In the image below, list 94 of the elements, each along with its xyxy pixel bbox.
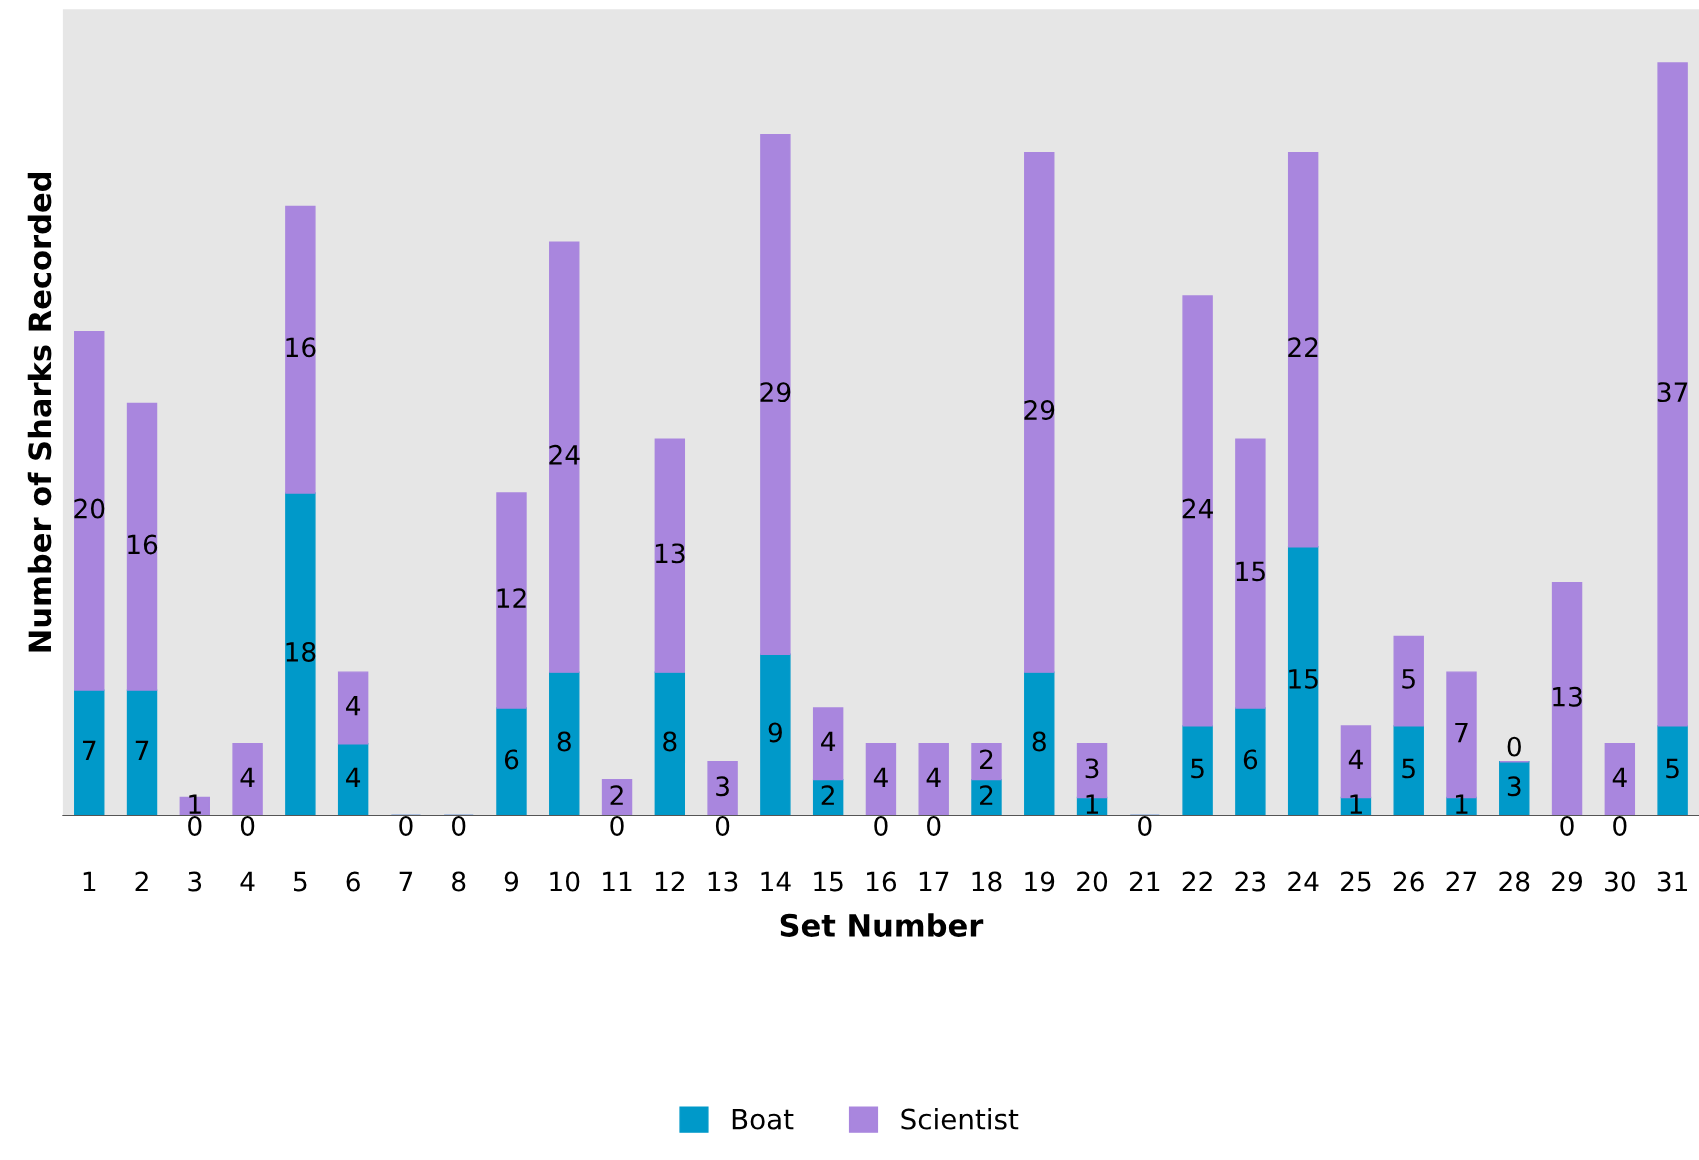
- x-tick-label: 23: [1235, 871, 1266, 892]
- x-tick-label: 11: [603, 871, 632, 892]
- x-tick-label: 20: [1077, 871, 1108, 892]
- x-tick-label: 18: [972, 871, 1002, 892]
- data-label: 24: [549, 444, 580, 465]
- data-label: 0: [1560, 815, 1574, 836]
- data-label: 1: [189, 794, 201, 814]
- x-tick-label: 21: [1129, 871, 1160, 892]
- data-label: 7: [83, 740, 96, 761]
- data-label: 0: [715, 815, 730, 836]
- data-label: 4: [1348, 749, 1363, 770]
- x-tick-label: 4: [240, 871, 255, 892]
- data-label: 22: [1288, 337, 1318, 357]
- data-label: 3: [716, 776, 729, 797]
- data-label: 5: [1666, 758, 1679, 779]
- data-label: 4: [1612, 767, 1627, 787]
- x-axis-title: Set Number: [780, 913, 984, 937]
- data-label: 0: [452, 815, 466, 836]
- data-label: 8: [1032, 731, 1046, 752]
- data-label: 0: [927, 815, 941, 836]
- x-tick-label: 8: [452, 871, 466, 892]
- x-tick-label: 14: [761, 871, 791, 892]
- data-label: 16: [128, 534, 158, 555]
- x-tick-label: 3: [188, 871, 202, 892]
- data-label: 0: [1138, 815, 1152, 836]
- legend-label: Boat: [732, 1108, 794, 1130]
- data-label: 2: [980, 785, 993, 805]
- data-label: 8: [557, 731, 571, 752]
- x-tick-label: 16: [867, 871, 897, 892]
- data-label: 2: [980, 749, 993, 770]
- data-label: 1: [1350, 794, 1362, 814]
- data-label: 37: [1657, 382, 1688, 403]
- data-label: 3: [1085, 758, 1099, 779]
- x-tick-label: 31: [1657, 871, 1687, 892]
- data-label: 16: [286, 337, 316, 358]
- data-label: 5: [1191, 758, 1204, 779]
- data-label: 20: [74, 498, 105, 519]
- data-label: 15: [1289, 669, 1318, 689]
- data-label: 8: [663, 731, 677, 752]
- x-tick-label: 9: [504, 871, 519, 892]
- data-label: 2: [610, 785, 623, 805]
- x-tick-label: 29: [1552, 871, 1582, 892]
- data-label: 4: [346, 767, 361, 787]
- x-tick-label: 28: [1499, 871, 1530, 892]
- x-tick-label: 25: [1341, 871, 1371, 892]
- data-label: 0: [188, 815, 202, 836]
- x-tick-label: 27: [1446, 871, 1477, 892]
- x-tick-label: 19: [1025, 871, 1055, 892]
- x-tick-label: 30: [1605, 871, 1635, 892]
- data-label: 9: [768, 722, 782, 743]
- data-label: 0: [399, 815, 413, 836]
- data-label: 0: [874, 815, 888, 836]
- x-tick-label: 15: [814, 871, 843, 892]
- data-label: 13: [1553, 686, 1582, 707]
- data-label: 7: [135, 740, 149, 761]
- data-label: 29: [760, 382, 791, 403]
- data-label: 24: [1182, 498, 1213, 519]
- data-label: 4: [873, 767, 888, 787]
- data-label: 6: [504, 749, 519, 770]
- data-label: 4: [926, 767, 941, 787]
- data-label: 4: [240, 767, 255, 787]
- data-label: 4: [821, 731, 836, 752]
- data-label: 12: [497, 588, 526, 608]
- x-tick-label: 1: [83, 871, 96, 892]
- x-tick-label: 10: [550, 871, 580, 892]
- data-label: 0: [1507, 736, 1521, 757]
- x-tick-label: 7: [399, 871, 413, 892]
- x-tick-label: 24: [1288, 871, 1319, 892]
- data-label: 0: [1613, 815, 1627, 836]
- x-tick-label: 26: [1393, 871, 1424, 892]
- x-tick-label: 22: [1182, 871, 1212, 892]
- data-label: 0: [240, 815, 255, 836]
- data-label: 2: [821, 785, 834, 805]
- data-label: 0: [610, 815, 624, 836]
- x-tick-label: 12: [655, 871, 684, 892]
- data-label: 6: [1243, 749, 1258, 770]
- x-tick-label: 17: [919, 871, 949, 892]
- y-axis-title: Number of Sharks Recorded: [27, 173, 52, 652]
- data-label: 7: [1455, 722, 1468, 743]
- data-label: 29: [1024, 400, 1055, 421]
- data-label: 1: [1456, 794, 1468, 814]
- data-label: 5: [1402, 758, 1415, 779]
- x-tick-label: 13: [708, 871, 738, 892]
- data-label: 18: [286, 641, 316, 662]
- data-label: 1: [1086, 794, 1098, 814]
- data-label: 3: [1507, 776, 1521, 797]
- data-label: 13: [655, 543, 685, 564]
- data-label: 4: [346, 696, 361, 716]
- legend-label: Scientist: [901, 1108, 1019, 1130]
- data-label: 5: [1402, 669, 1415, 689]
- x-tick-label: 2: [135, 871, 148, 892]
- x-tick-label: 6: [346, 871, 360, 892]
- x-tick-label: 5: [294, 871, 307, 892]
- data-label: 15: [1236, 561, 1265, 582]
